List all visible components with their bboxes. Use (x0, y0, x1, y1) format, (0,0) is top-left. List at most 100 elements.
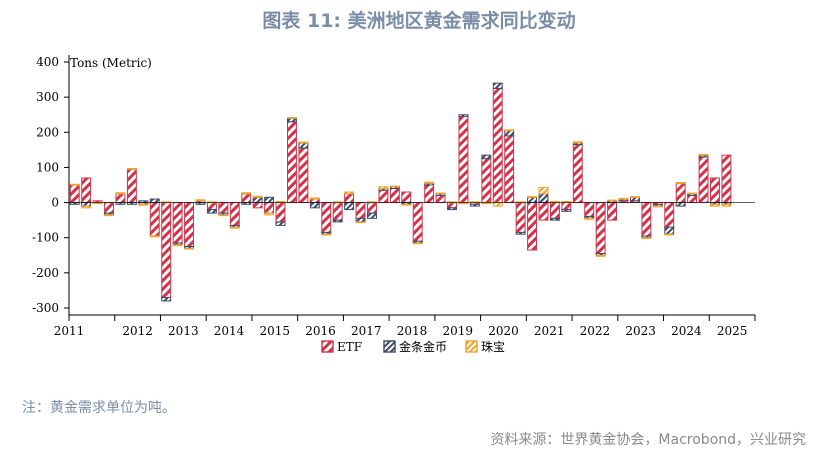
bar-etf (321, 202, 332, 233)
bar-coins (549, 217, 560, 221)
bar-etf (481, 158, 492, 204)
bar-coins (527, 196, 538, 204)
y-tick-label: 0 (51, 196, 59, 210)
y-tick-label: -300 (32, 301, 59, 315)
x-tick-label: 2022 (580, 324, 611, 338)
bar-etf (161, 202, 172, 298)
bar-etf (229, 202, 240, 226)
bar-coins (458, 114, 469, 117)
bar-jewelry (321, 233, 332, 236)
bar-jewelry (687, 192, 698, 195)
bar-jewelry (115, 192, 126, 195)
bar-etf (721, 154, 732, 204)
y-tick-label: -100 (32, 231, 59, 245)
bar-etf (149, 202, 160, 237)
bar-etf (447, 202, 457, 209)
bar-etf (504, 135, 515, 204)
bar-etf (344, 193, 355, 204)
y-tick-label: 300 (36, 90, 59, 104)
y-tick-label: 100 (36, 160, 59, 174)
bar-jewelry (675, 182, 686, 184)
y-tick-label: 200 (36, 125, 59, 139)
bar-etf (412, 202, 423, 242)
bar-jewelry (652, 205, 663, 208)
legend-label-jewelry: 珠宝 (481, 340, 505, 354)
x-tick-label: 2011 (54, 324, 85, 338)
bar-jewelry (298, 141, 309, 144)
bar-etf (572, 144, 583, 204)
bar-etf (710, 177, 720, 204)
bar-jewelry (229, 226, 240, 229)
bar-coins (367, 212, 377, 219)
bar-etf (515, 202, 526, 233)
bar-etf (549, 202, 560, 219)
bar-etf (126, 168, 137, 204)
bar-jewelry (344, 191, 355, 195)
bar-etf (367, 202, 377, 214)
bar-jewelry (389, 185, 400, 188)
bar-coins (161, 296, 172, 302)
bar-etf (664, 202, 675, 228)
bar-jewelry (424, 181, 435, 184)
bar-coins (355, 217, 366, 223)
bar-coins (252, 196, 263, 204)
x-tick-label: 2021 (534, 324, 565, 338)
bar-jewelry (492, 202, 503, 207)
bar-etf (241, 193, 252, 204)
bar-jewelry (412, 242, 423, 245)
bar-coins (344, 202, 355, 211)
bar-etf (184, 202, 195, 247)
bar-etf (492, 87, 503, 204)
bar-jewelry (538, 186, 549, 195)
bar-etf (584, 202, 595, 218)
bar-etf (378, 189, 389, 204)
bar-coins (481, 154, 492, 160)
bar-coins (298, 142, 309, 149)
bar-jewelry (172, 244, 183, 247)
bar-jewelry (572, 141, 583, 144)
bar-jewelry (264, 212, 275, 216)
bar-etf (458, 115, 469, 204)
bar-jewelry (252, 195, 263, 198)
x-tick-label: 2012 (122, 324, 153, 338)
bar-etf (264, 202, 275, 214)
bar-etf (286, 121, 297, 204)
x-tick-label: 2017 (351, 324, 382, 338)
bar-coins (664, 226, 675, 235)
bar-coins (206, 209, 217, 214)
bar-coins (492, 82, 503, 89)
bar-coins (515, 231, 526, 235)
bar-jewelry (195, 199, 206, 202)
bar-jewelry (698, 153, 709, 156)
bar-etf (69, 184, 80, 204)
legend-swatch-coins (383, 340, 396, 353)
bar-jewelry (641, 237, 652, 240)
bar-coins (149, 198, 160, 204)
x-tick-label: 2025 (717, 324, 748, 338)
x-tick-label: 2019 (442, 324, 473, 338)
bar-etf (172, 202, 183, 244)
bar-coins (264, 196, 275, 204)
bar-etf (389, 188, 400, 204)
legend-swatch-etf (321, 340, 334, 353)
x-tick-label: 2015 (260, 324, 291, 338)
bar-jewelry (149, 235, 160, 238)
bar-etf (595, 202, 606, 255)
bar-etf (218, 202, 229, 214)
bar-etf (298, 147, 309, 204)
bar-jewelry (355, 221, 366, 224)
bar-jewelry (401, 203, 412, 206)
bar-jewelry (184, 247, 195, 250)
x-tick-label: 2023 (625, 324, 656, 338)
legend-swatch-jewelry (465, 340, 478, 353)
bar-coins (447, 207, 457, 211)
legend: ETF 金条金币 珠宝 (321, 339, 505, 354)
bar-etf (435, 195, 446, 204)
bar-etf (332, 202, 343, 221)
x-tick-label: 2024 (671, 324, 702, 338)
bar-jewelry (618, 197, 629, 200)
bar-coins (561, 209, 572, 212)
bar-jewelry (527, 196, 538, 198)
bar-jewelry (309, 197, 320, 200)
